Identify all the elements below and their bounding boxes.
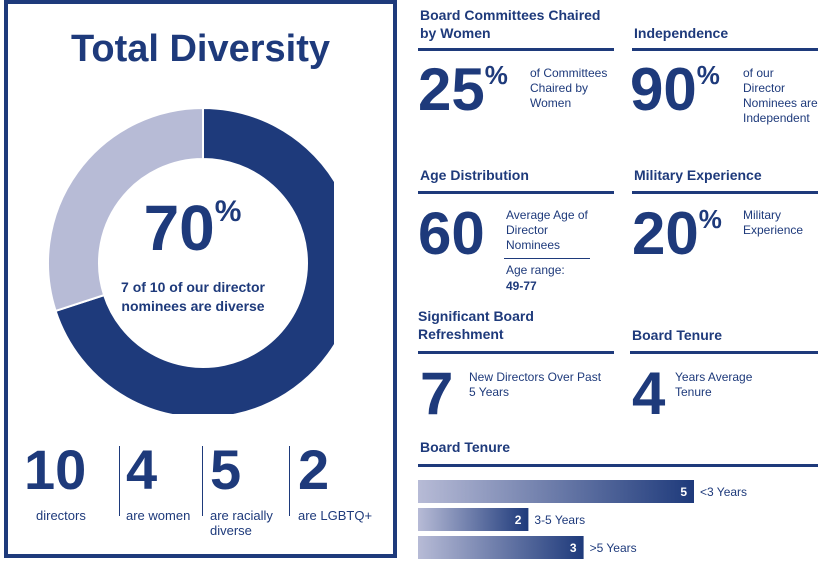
military-sign: %: [698, 204, 722, 234]
stat-directors: 10 directors: [24, 438, 114, 538]
refresh-rule: [418, 351, 614, 354]
committees-title: Board Committees Chaired by Women: [420, 7, 601, 41]
committees-desc: of Committees Chaired by Women: [530, 66, 608, 110]
military-number: 20%: [632, 202, 722, 266]
age-range-label: Age range:: [506, 263, 565, 277]
tenure-bar: [418, 508, 529, 531]
committees-number: 25%: [418, 58, 508, 122]
military-title: Military Experience: [634, 167, 762, 183]
military-value: 20: [632, 200, 699, 267]
tenure-bar: [418, 536, 584, 559]
donut-slice-not-diverse: [47, 106, 204, 313]
age-number: 60: [418, 200, 485, 267]
stat-divider: [202, 446, 203, 516]
stat-women: 4 are women: [126, 438, 202, 538]
stat-women-label: are women: [126, 508, 191, 523]
tenure-bar: [418, 480, 694, 503]
diversity-percent-sign: %: [214, 195, 242, 228]
total-diversity-title: Total Diversity: [70, 28, 331, 70]
age-desc: Average Age of Director Nominees: [506, 208, 588, 252]
independence-title: Independence: [634, 25, 729, 41]
stat-women-number: 4: [126, 438, 158, 501]
stat-racially-diverse-number: 5: [210, 438, 242, 501]
stat-lgbtq-number: 2: [298, 438, 330, 501]
diversity-donut-chart: [47, 106, 334, 414]
diversity-percent-value: 70: [143, 192, 215, 264]
donut-slice-diverse: [54, 106, 334, 414]
stat-divider: [119, 446, 120, 516]
stat-lgbtq-label: are LGBTQ+: [298, 508, 373, 523]
military-desc: Military Experience: [743, 208, 804, 237]
refresh-desc: New Directors Over Past 5 Years: [469, 370, 602, 399]
tenure-avg-title: Board Tenure: [632, 327, 722, 343]
tenure-bar-chart: 5 2 3: [418, 480, 694, 559]
tenure-category-label: >5 Years: [589, 541, 637, 555]
tenure-bar-value-label: 2: [515, 513, 522, 527]
diversity-percent: 70%: [100, 192, 285, 264]
committees-value: 25: [418, 56, 485, 123]
stat-racially-diverse-label: are racially diverse: [210, 508, 273, 538]
tenure-category-label: 3-5 Years: [534, 513, 586, 527]
independence-rule: [632, 48, 818, 51]
committees-sign: %: [484, 60, 508, 90]
tenure-avg-desc: Years Average Tenure: [675, 370, 753, 399]
stat-directors-label: directors: [36, 508, 86, 523]
tenure-chart-title: Board Tenure: [420, 439, 510, 455]
tenure-category-label: <3 Years: [700, 485, 748, 499]
independence-number: 90%: [630, 58, 720, 122]
tenure-bar-value-label: 3: [570, 541, 577, 555]
stat-divider: [289, 446, 290, 516]
independence-value: 90: [630, 56, 697, 123]
independence-sign: %: [696, 60, 720, 90]
committees-rule: [418, 48, 614, 51]
refresh-title: Significant Board Refreshment: [418, 308, 534, 342]
tenure-avg-number: 4: [632, 360, 666, 427]
military-rule: [632, 191, 818, 194]
total-diversity-panel: Total Diversity: [4, 0, 397, 558]
stat-directors-number: 10: [24, 438, 87, 501]
tenure-avg-rule: [630, 351, 818, 354]
age-title: Age Distribution: [420, 167, 529, 183]
refresh-number: 7: [420, 360, 454, 427]
age-range-rule: [504, 258, 590, 259]
stat-racially-diverse: 5 are racially diverse: [210, 438, 286, 538]
age-rule: [418, 191, 614, 194]
stat-lgbtq: 2 are LGBTQ+: [298, 438, 390, 538]
tenure-bar-value-label: 5: [680, 485, 687, 499]
age-range-value: 49-77: [506, 279, 537, 293]
independence-desc: of our Director Nominees are Independent: [743, 66, 818, 125]
diversity-description: 7 of 10 of our director nominees are div…: [121, 279, 265, 314]
tenure-chart-rule: [418, 464, 818, 467]
